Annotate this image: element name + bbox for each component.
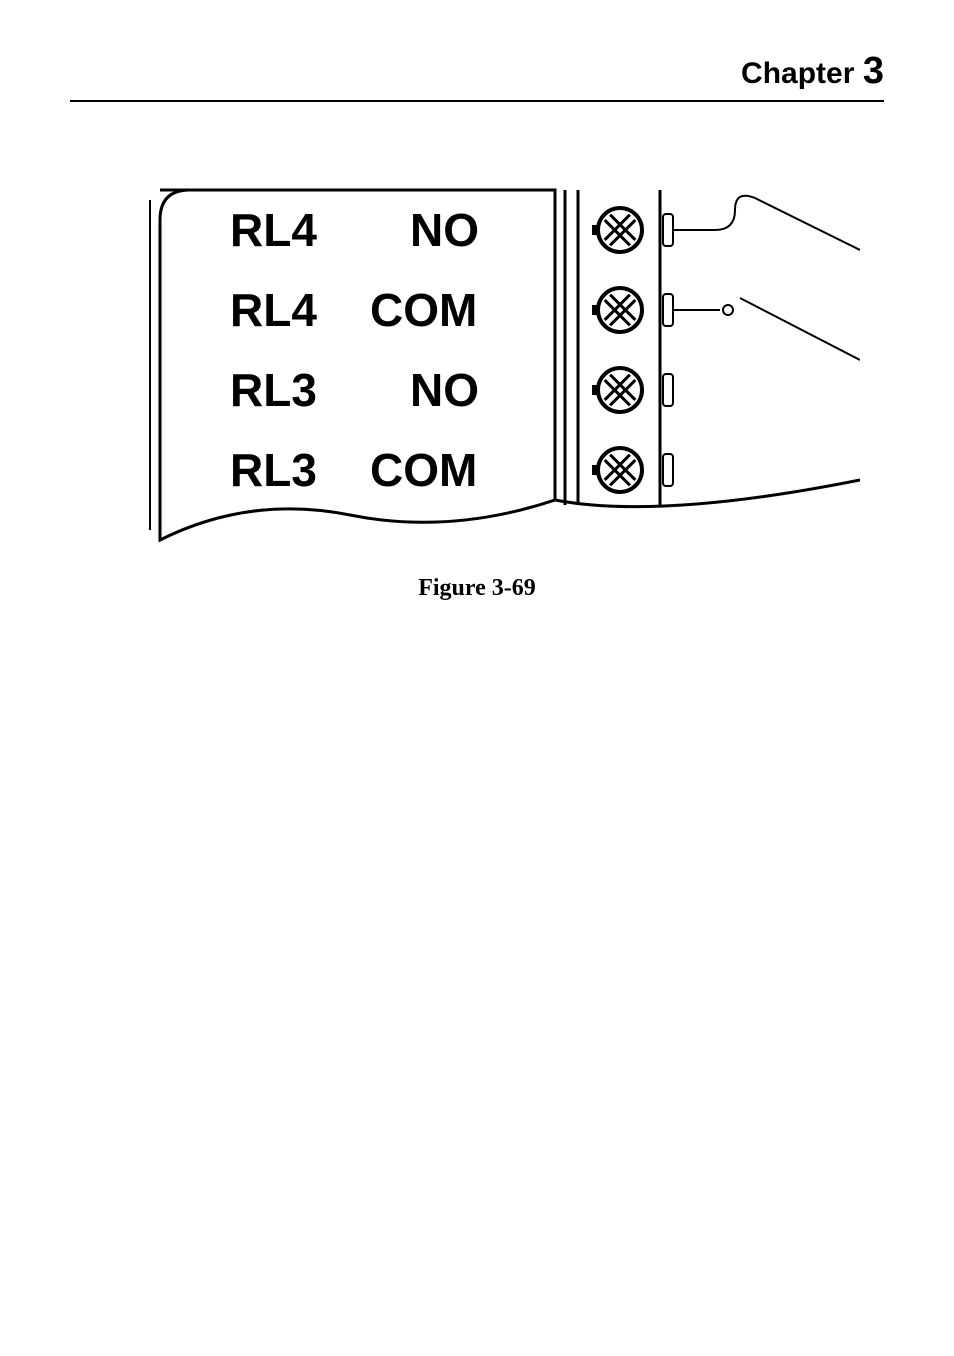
wire-slot-icon — [663, 214, 673, 246]
screw-nub — [592, 225, 598, 235]
wire-slot-icon — [663, 454, 673, 486]
terminal-label-right: COM — [370, 284, 477, 336]
page-header: Chapter 3 — [70, 50, 884, 93]
wire-slot-icon — [663, 294, 673, 326]
label-outline — [160, 190, 555, 540]
wire-rl4-com-tail — [740, 298, 860, 360]
screw-terminal-icon — [598, 368, 642, 412]
chapter-word: Chapter — [741, 57, 854, 90]
header-divider — [70, 100, 884, 102]
terminal-label-right: NO — [410, 364, 479, 416]
screw-nub — [592, 465, 598, 475]
terminal-diagram: RL4 NO RL4 COM RL3 NO RL3 COM — [100, 170, 860, 550]
terminal-label-left: RL4 — [230, 284, 317, 336]
screw-terminal-icon — [598, 448, 642, 492]
screw-terminal-icon — [598, 288, 642, 332]
page: Chapter 3 RL4 NO RL4 COM RL3 NO RL3 COM Figure … — [0, 0, 954, 1356]
screw-nub — [592, 385, 598, 395]
terminal-label-left: RL4 — [230, 204, 317, 256]
wire-rl4-no — [673, 196, 860, 250]
terminal-label-right: NO — [410, 204, 479, 256]
terminal-label-right: COM — [370, 444, 477, 496]
screw-nub — [592, 305, 598, 315]
wire-slot-icon — [663, 374, 673, 406]
diagram-svg: RL4 NO RL4 COM RL3 NO RL3 COM — [100, 170, 860, 550]
figure-caption: Figure 3-69 — [0, 575, 954, 602]
chapter-number: 3 — [863, 50, 884, 92]
terminal-label-left: RL3 — [230, 444, 317, 496]
terminal-label-left: RL3 — [230, 364, 317, 416]
wire-break-node-icon — [723, 305, 733, 315]
screw-terminal-icon — [598, 208, 642, 252]
